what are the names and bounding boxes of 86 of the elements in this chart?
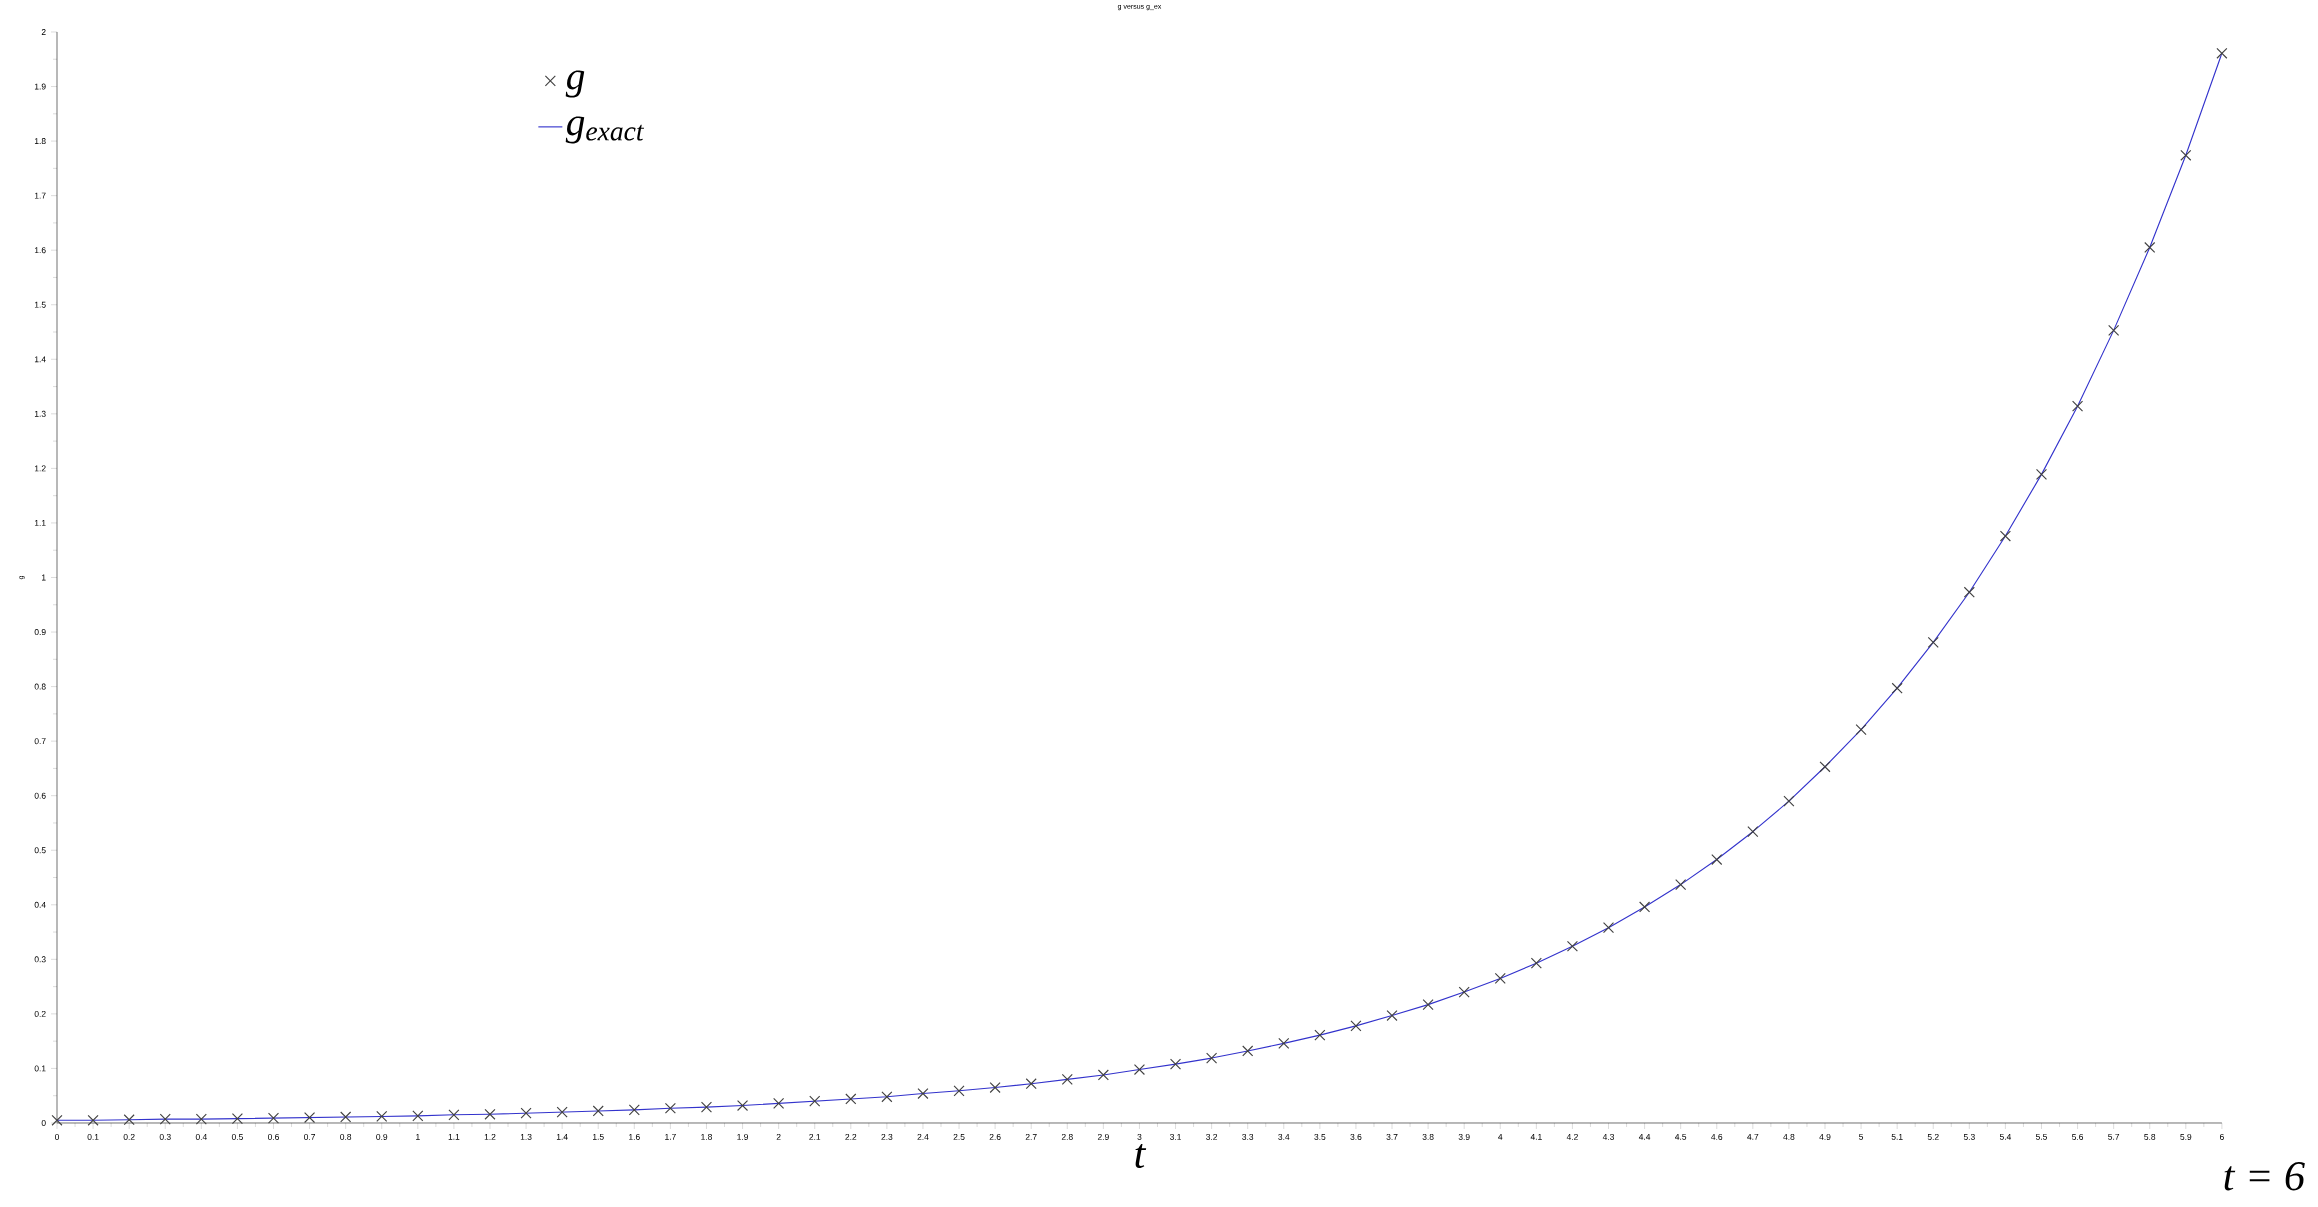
x-axis-title: t <box>1135 1143 1147 1169</box>
x-tick-label: 5.9 <box>2180 1133 2192 1140</box>
x-tick-label: 3.7 <box>1386 1133 1398 1140</box>
x-tick-label: 4.5 <box>1675 1133 1687 1140</box>
y-tick-label: 1.2 <box>34 465 46 472</box>
y-tick-label: 0.3 <box>34 956 46 963</box>
x-tick-label: 2.1 <box>809 1133 821 1140</box>
x-tick-label: 5 <box>1859 1133 1864 1140</box>
x-tick-label: 2.9 <box>1097 1133 1109 1140</box>
y-tick-label: 1.8 <box>34 138 46 145</box>
x-tick-label: 0.6 <box>267 1133 279 1140</box>
x-tick-label: 5.4 <box>1999 1133 2012 1140</box>
x-tick-label: 0.9 <box>376 1133 388 1140</box>
x-tick-label: 0.4 <box>195 1133 207 1140</box>
x-tick-label: 4.8 <box>1783 1133 1795 1140</box>
x-tick-label: 1.8 <box>701 1133 712 1140</box>
y-tick-label: 0.5 <box>34 847 46 854</box>
x-tick-label: 3.9 <box>1458 1133 1470 1140</box>
x-tick-label: 0.7 <box>304 1133 316 1140</box>
y-tick-label: 0.1 <box>34 1065 46 1072</box>
x-tick-label: 5.8 <box>2144 1133 2156 1140</box>
x-tick-label: 3.8 <box>1422 1133 1434 1140</box>
x-tick-label: 4.6 <box>1711 1133 1723 1140</box>
y-tick-label: 0.2 <box>34 1010 46 1017</box>
y-tick-label: 0.6 <box>34 792 46 799</box>
x-tick-label: 3.2 <box>1206 1133 1218 1140</box>
x-tick-label: 1.5 <box>593 1133 604 1140</box>
x-tick-label: 2.8 <box>1061 1133 1073 1140</box>
x-tick-label: 1.1 <box>448 1133 460 1140</box>
x-tick-label: 5.3 <box>1963 1133 1975 1140</box>
x-tick-label: 1.6 <box>629 1133 640 1140</box>
x-tick-label: 4.2 <box>1566 1133 1578 1140</box>
y-tick-label: 1.5 <box>34 301 46 308</box>
x-tick-label: 3 <box>1137 1133 1142 1140</box>
x-tick-label: 1.7 <box>665 1133 676 1140</box>
x-tick-label: 4.7 <box>1747 1133 1759 1140</box>
x-tick-label: 4 <box>1498 1133 1503 1140</box>
x-tick-label: 1.3 <box>520 1133 532 1140</box>
y-tick-label: 0.7 <box>34 738 46 745</box>
y-tick-label: 0.9 <box>34 629 46 636</box>
x-tick-label: 0.2 <box>123 1133 135 1140</box>
x-tick-label: 5.6 <box>2072 1133 2084 1140</box>
y-tick-label: 1.9 <box>34 83 46 90</box>
x-tick-label: 4.9 <box>1819 1133 1831 1140</box>
y-tick-label: 1 <box>41 574 46 581</box>
y-tick-label: 1.4 <box>34 356 46 363</box>
y-tick-label: 1.7 <box>34 192 46 199</box>
x-tick-label: 0.1 <box>87 1133 99 1140</box>
x-tick-label: 2.3 <box>881 1133 893 1140</box>
x-tick-label: 1.4 <box>556 1133 568 1140</box>
x-tick-label: 3.6 <box>1350 1133 1362 1140</box>
x-tick-label: 2 <box>776 1133 781 1140</box>
x-tick-label: 2.4 <box>917 1133 929 1140</box>
x-tick-label: 5.5 <box>2035 1133 2047 1140</box>
x-tick-label: 2.2 <box>845 1133 857 1140</box>
legend-label: g$_{exact}$ <box>565 116 645 144</box>
x-tick-label: 4.4 <box>1638 1133 1651 1140</box>
legend-label: g <box>565 70 585 98</box>
y-tick-label: 2 <box>41 29 46 35</box>
y-tick-label: 1.3 <box>34 410 46 417</box>
x-tick-label: 1.2 <box>484 1133 496 1140</box>
x-tick-label: 5.1 <box>1891 1133 1903 1140</box>
x-tick-label: 5.7 <box>2108 1133 2120 1140</box>
x-tick-label: 2.7 <box>1025 1133 1037 1140</box>
text: t = 6 <box>2224 1162 2305 1191</box>
x-tick-label: 0.5 <box>231 1133 243 1140</box>
x-tick-label: 3.4 <box>1278 1133 1290 1140</box>
x-tick-label: 2.6 <box>989 1133 1001 1140</box>
x-tick-label: 2.5 <box>953 1133 965 1140</box>
x-tick-label: 4.1 <box>1530 1133 1542 1140</box>
x-tick-label: 3.3 <box>1242 1133 1254 1140</box>
x-tick-label: 0 <box>54 1133 60 1140</box>
y-tick-label: 0 <box>41 1120 46 1126</box>
y-tick-label: 0.4 <box>34 901 46 908</box>
x-tick-label: 1.9 <box>737 1133 749 1140</box>
y-tick-label: 1.6 <box>34 247 46 254</box>
x-tick-label: 1 <box>416 1133 420 1140</box>
x-tick-label: 3.1 <box>1170 1133 1181 1140</box>
x-tick-label: 5.2 <box>1927 1133 1939 1140</box>
x-tick-label: 6 <box>2219 1133 2224 1140</box>
y-tick-label: 0.8 <box>34 683 46 690</box>
x-tick-label: 3.5 <box>1314 1133 1326 1140</box>
x-tick-label: 0.8 <box>340 1133 352 1140</box>
y-tick-label: 1.1 <box>34 520 46 526</box>
x-tick-label: 0.3 <box>159 1133 171 1140</box>
x-tick-label: 4.3 <box>1602 1133 1614 1140</box>
